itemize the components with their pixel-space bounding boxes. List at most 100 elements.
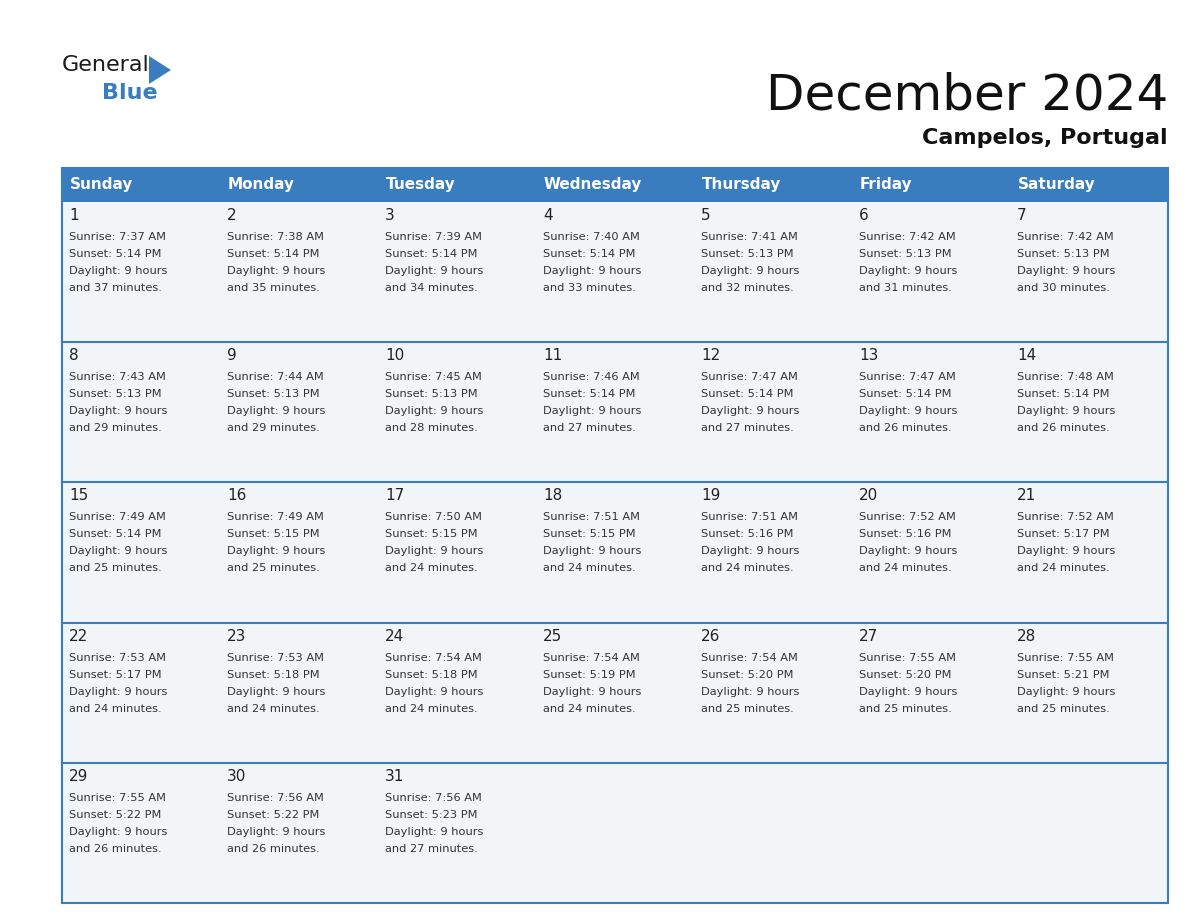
Bar bbox=[1010, 622, 1168, 763]
Text: Sunrise: 7:37 AM: Sunrise: 7:37 AM bbox=[69, 232, 166, 242]
Text: Sunset: 5:14 PM: Sunset: 5:14 PM bbox=[543, 249, 636, 259]
Text: Sunset: 5:15 PM: Sunset: 5:15 PM bbox=[385, 530, 478, 540]
Text: Sunrise: 7:46 AM: Sunrise: 7:46 AM bbox=[543, 372, 640, 382]
Bar bbox=[1010, 763, 1168, 903]
Text: Sunrise: 7:45 AM: Sunrise: 7:45 AM bbox=[385, 372, 482, 382]
Bar bbox=[852, 342, 1010, 482]
Text: 11: 11 bbox=[543, 348, 562, 364]
Text: Sunset: 5:13 PM: Sunset: 5:13 PM bbox=[701, 249, 794, 259]
Text: Friday: Friday bbox=[860, 177, 912, 193]
Text: and 33 minutes.: and 33 minutes. bbox=[543, 283, 636, 293]
Text: Daylight: 9 hours: Daylight: 9 hours bbox=[1017, 266, 1116, 276]
Bar bbox=[852, 482, 1010, 622]
Text: 29: 29 bbox=[69, 768, 88, 784]
Text: Monday: Monday bbox=[228, 177, 295, 193]
Text: 10: 10 bbox=[385, 348, 404, 364]
Bar bbox=[536, 482, 694, 622]
Text: Sunrise: 7:49 AM: Sunrise: 7:49 AM bbox=[69, 512, 166, 522]
Text: Daylight: 9 hours: Daylight: 9 hours bbox=[859, 266, 958, 276]
Bar bbox=[62, 763, 220, 903]
Text: and 28 minutes.: and 28 minutes. bbox=[385, 423, 478, 433]
Bar bbox=[694, 622, 852, 763]
Text: Sunrise: 7:50 AM: Sunrise: 7:50 AM bbox=[385, 512, 482, 522]
Bar bbox=[220, 342, 378, 482]
Text: Daylight: 9 hours: Daylight: 9 hours bbox=[69, 406, 168, 416]
Text: 3: 3 bbox=[385, 208, 394, 223]
Bar bbox=[694, 482, 852, 622]
Text: and 27 minutes.: and 27 minutes. bbox=[701, 423, 794, 433]
Bar bbox=[220, 202, 378, 342]
Text: Sunset: 5:20 PM: Sunset: 5:20 PM bbox=[859, 669, 952, 679]
Bar bbox=[378, 202, 536, 342]
Text: Sunset: 5:15 PM: Sunset: 5:15 PM bbox=[543, 530, 636, 540]
Text: 31: 31 bbox=[385, 768, 404, 784]
Text: Sunrise: 7:49 AM: Sunrise: 7:49 AM bbox=[227, 512, 324, 522]
Text: Sunset: 5:16 PM: Sunset: 5:16 PM bbox=[701, 530, 794, 540]
Text: Sunset: 5:23 PM: Sunset: 5:23 PM bbox=[385, 810, 478, 820]
Text: and 35 minutes.: and 35 minutes. bbox=[227, 283, 320, 293]
Text: Sunrise: 7:43 AM: Sunrise: 7:43 AM bbox=[69, 372, 166, 382]
Text: Sunset: 5:19 PM: Sunset: 5:19 PM bbox=[543, 669, 636, 679]
Text: Tuesday: Tuesday bbox=[386, 177, 456, 193]
Text: Sunset: 5:14 PM: Sunset: 5:14 PM bbox=[227, 249, 320, 259]
Text: Sunset: 5:21 PM: Sunset: 5:21 PM bbox=[1017, 669, 1110, 679]
Bar bbox=[536, 763, 694, 903]
Bar bbox=[378, 482, 536, 622]
Text: Sunrise: 7:39 AM: Sunrise: 7:39 AM bbox=[385, 232, 482, 242]
Bar bbox=[220, 482, 378, 622]
Text: Sunrise: 7:53 AM: Sunrise: 7:53 AM bbox=[69, 653, 166, 663]
Text: Sunset: 5:13 PM: Sunset: 5:13 PM bbox=[1017, 249, 1110, 259]
Text: Daylight: 9 hours: Daylight: 9 hours bbox=[227, 406, 326, 416]
Text: and 25 minutes.: and 25 minutes. bbox=[69, 564, 162, 574]
Bar bbox=[62, 342, 220, 482]
Text: 4: 4 bbox=[543, 208, 552, 223]
Text: Sunset: 5:17 PM: Sunset: 5:17 PM bbox=[1017, 530, 1110, 540]
Text: and 29 minutes.: and 29 minutes. bbox=[69, 423, 162, 433]
Text: Blue: Blue bbox=[102, 83, 158, 103]
Text: Daylight: 9 hours: Daylight: 9 hours bbox=[69, 827, 168, 837]
Text: Sunrise: 7:55 AM: Sunrise: 7:55 AM bbox=[1017, 653, 1114, 663]
Text: Sunrise: 7:56 AM: Sunrise: 7:56 AM bbox=[385, 793, 482, 803]
Bar bbox=[694, 342, 852, 482]
Text: Sunrise: 7:42 AM: Sunrise: 7:42 AM bbox=[1017, 232, 1114, 242]
Bar bbox=[62, 622, 220, 763]
Text: Sunrise: 7:44 AM: Sunrise: 7:44 AM bbox=[227, 372, 324, 382]
Text: Sunset: 5:17 PM: Sunset: 5:17 PM bbox=[69, 669, 162, 679]
Text: 6: 6 bbox=[859, 208, 868, 223]
Text: and 24 minutes.: and 24 minutes. bbox=[1017, 564, 1110, 574]
Text: and 37 minutes.: and 37 minutes. bbox=[69, 283, 162, 293]
Text: Daylight: 9 hours: Daylight: 9 hours bbox=[701, 687, 800, 697]
Text: Daylight: 9 hours: Daylight: 9 hours bbox=[385, 827, 484, 837]
Text: and 24 minutes.: and 24 minutes. bbox=[385, 564, 478, 574]
Bar bbox=[1010, 168, 1168, 202]
Text: Sunday: Sunday bbox=[70, 177, 133, 193]
Bar bbox=[1010, 202, 1168, 342]
Text: Saturday: Saturday bbox=[1018, 177, 1095, 193]
Text: 13: 13 bbox=[859, 348, 878, 364]
Text: Daylight: 9 hours: Daylight: 9 hours bbox=[543, 546, 642, 556]
Text: Sunrise: 7:42 AM: Sunrise: 7:42 AM bbox=[859, 232, 956, 242]
Bar bbox=[1010, 482, 1168, 622]
Text: and 26 minutes.: and 26 minutes. bbox=[227, 844, 320, 854]
Text: Sunset: 5:22 PM: Sunset: 5:22 PM bbox=[69, 810, 162, 820]
Text: and 25 minutes.: and 25 minutes. bbox=[227, 564, 320, 574]
Text: Sunset: 5:18 PM: Sunset: 5:18 PM bbox=[227, 669, 320, 679]
Text: Sunrise: 7:55 AM: Sunrise: 7:55 AM bbox=[859, 653, 956, 663]
Text: 22: 22 bbox=[69, 629, 88, 644]
Text: Daylight: 9 hours: Daylight: 9 hours bbox=[227, 266, 326, 276]
Bar bbox=[694, 168, 852, 202]
Text: Sunrise: 7:53 AM: Sunrise: 7:53 AM bbox=[227, 653, 324, 663]
Text: 24: 24 bbox=[385, 629, 404, 644]
Text: Sunset: 5:22 PM: Sunset: 5:22 PM bbox=[227, 810, 320, 820]
Text: 15: 15 bbox=[69, 488, 88, 503]
Text: Campelos, Portugal: Campelos, Portugal bbox=[922, 128, 1168, 148]
Text: Wednesday: Wednesday bbox=[544, 177, 643, 193]
Text: and 26 minutes.: and 26 minutes. bbox=[1017, 423, 1110, 433]
Text: Sunrise: 7:51 AM: Sunrise: 7:51 AM bbox=[543, 512, 640, 522]
Bar bbox=[62, 168, 1168, 903]
Text: Sunrise: 7:48 AM: Sunrise: 7:48 AM bbox=[1017, 372, 1114, 382]
Text: Daylight: 9 hours: Daylight: 9 hours bbox=[227, 546, 326, 556]
Text: and 25 minutes.: and 25 minutes. bbox=[701, 703, 794, 713]
Text: Thursday: Thursday bbox=[702, 177, 782, 193]
Text: Daylight: 9 hours: Daylight: 9 hours bbox=[227, 687, 326, 697]
